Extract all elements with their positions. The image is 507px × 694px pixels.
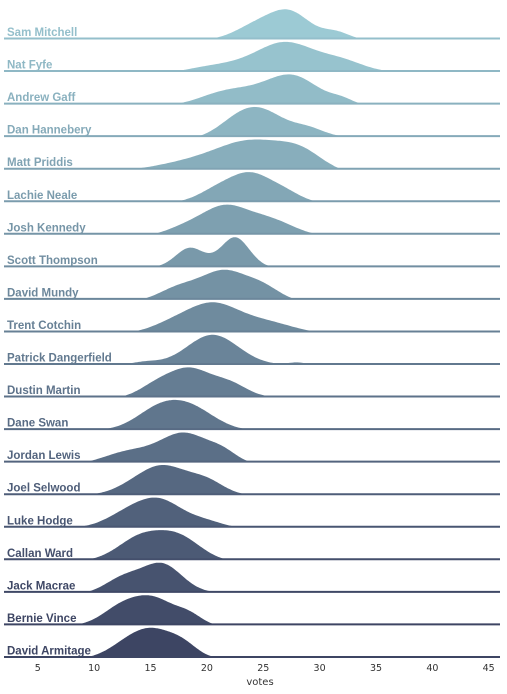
ridge-1: Nat Fyfe (4, 40, 500, 73)
density-area (71, 594, 219, 625)
density-area (206, 8, 365, 39)
ridge-4: Matt Priddis (4, 137, 500, 170)
ridges-group: Sam Mitchell Nat Fyfe Andrew Gaff Dan Hanne… (4, 7, 500, 658)
density-outline (82, 463, 253, 495)
x-tick-label: 5 (35, 663, 41, 674)
x-tick-label: 45 (483, 663, 495, 674)
density-outline (116, 333, 320, 365)
density-area (173, 171, 320, 202)
ridge-label: Dustin Martin (7, 385, 80, 397)
density-area (82, 529, 230, 560)
density-outline (82, 560, 230, 593)
ridge-label: David Armitage (7, 645, 91, 657)
ridge-label: David Mundy (7, 287, 79, 299)
density-area (116, 366, 286, 397)
density-outline (172, 40, 410, 72)
x-tick-label: 40 (426, 663, 438, 674)
ridge-6: Josh Kennedy (4, 203, 500, 235)
ridge-14: Joel Selwood (4, 463, 500, 496)
density-area (94, 399, 252, 430)
density-area (71, 496, 241, 527)
x-tick-label: 15 (144, 663, 156, 674)
ridge-label: Sam Mitchell (7, 27, 77, 39)
density-area (139, 268, 298, 299)
ridge-5: Lachie Neale (4, 170, 500, 203)
ridge-label: Trent Cotchin (7, 320, 81, 332)
ridge-label: Matt Priddis (7, 157, 73, 169)
density-outline (71, 593, 219, 626)
ridge-15: Luke Hodge (4, 496, 500, 528)
density-area (195, 106, 354, 137)
density-outline (195, 105, 354, 137)
ridge-label: Jordan Lewis (7, 450, 81, 462)
density-outline (173, 72, 365, 105)
density-area (82, 626, 219, 657)
ridge-label: Jack Macrae (7, 580, 75, 592)
density-outline (172, 170, 320, 203)
density-outline (150, 235, 275, 268)
ridge-label: Nat Fyfe (7, 60, 52, 72)
density-area (116, 334, 320, 364)
ridge-11: Dustin Martin (4, 365, 500, 398)
ridge-3: Dan Hannebery (4, 105, 500, 138)
ridge-label: Callan Ward (7, 548, 73, 560)
ridge-19: David Armitage (4, 626, 500, 658)
ridge-7: Scott Thompson (4, 235, 500, 268)
ridge-2: Andrew Gaff (4, 72, 500, 105)
x-tick-label: 30 (314, 663, 326, 674)
x-axis: 5 10 15 20 25 30 35 40 45 (35, 663, 495, 674)
density-area (173, 41, 410, 71)
ridge-label: Dan Hannebery (7, 125, 92, 137)
ridge-16: Callan Ward (4, 528, 500, 561)
ridge-12: Dane Swan (4, 398, 500, 431)
ridge-8: David Mundy (4, 268, 500, 300)
ridge-10: Patrick Dangerfield (4, 333, 500, 365)
ridge-label: Joel Selwood (7, 483, 81, 495)
ridge-label: Bernie Vince (7, 613, 76, 625)
ridge-label: Lachie Neale (7, 190, 77, 202)
ridge-13: Jordan Lewis (4, 430, 500, 463)
ridge-label: Josh Kennedy (7, 222, 86, 234)
density-outline (127, 300, 320, 333)
ridge-label: Scott Thompson (7, 255, 98, 267)
density-outline (94, 398, 253, 430)
ridge-label: Andrew Gaff (7, 92, 76, 104)
density-outline (82, 528, 230, 561)
density-area (82, 431, 253, 462)
density-outline (150, 203, 320, 235)
density-area (150, 236, 275, 267)
x-tick-label: 25 (257, 663, 269, 674)
ridge-17: Jack Macrae (4, 560, 500, 593)
density-area (150, 203, 320, 234)
density-outline (82, 430, 253, 463)
ridge-9: Trent Cotchin (4, 300, 500, 333)
density-outline (82, 626, 219, 658)
density-area (82, 464, 253, 495)
density-outline (127, 137, 343, 170)
density-outline (116, 365, 286, 398)
density-area (128, 138, 343, 169)
density-area (128, 301, 320, 332)
density-outline (139, 268, 298, 300)
density-area (82, 561, 230, 592)
x-axis-label: votes (246, 677, 273, 688)
ridge-label: Luke Hodge (7, 515, 73, 527)
ridge-0: Sam Mitchell (4, 7, 500, 40)
density-outline (71, 496, 241, 528)
x-tick-label: 20 (201, 663, 213, 674)
x-tick-label: 10 (88, 663, 100, 674)
x-tick-label: 35 (370, 663, 382, 674)
density-outline (206, 7, 365, 40)
ridge-label: Patrick Dangerfield (7, 353, 112, 365)
density-area (173, 73, 365, 104)
ridge-label: Dane Swan (7, 418, 68, 430)
ridge-18: Bernie Vince (4, 593, 500, 626)
